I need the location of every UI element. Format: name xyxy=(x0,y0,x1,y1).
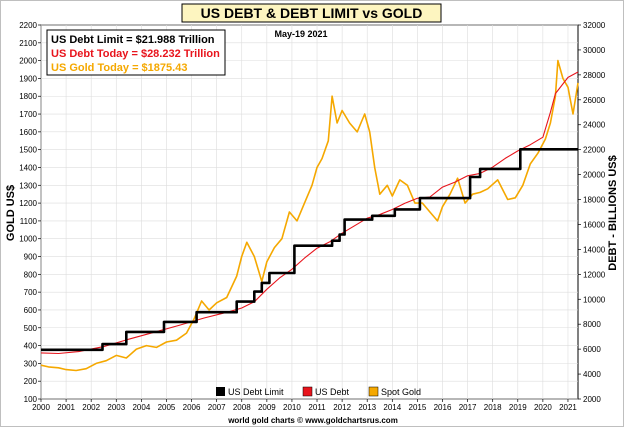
x-tick-label: 2014 xyxy=(383,403,401,412)
y-right-tick-label: 8000 xyxy=(583,320,601,329)
y-left-tick-label: 200 xyxy=(24,377,38,386)
debt-line xyxy=(40,71,579,355)
y-left-tick-label: 100 xyxy=(24,395,38,404)
info-gold-today: US Gold Today = $1875.43 xyxy=(51,62,187,74)
legend-label-debt: US Debt xyxy=(315,387,350,397)
y-axis-right-label: DEBT - BILLIONS US$ xyxy=(607,155,619,271)
y-left-tick-label: 1900 xyxy=(19,74,37,83)
y-right-tick-label: 6000 xyxy=(583,345,601,354)
x-tick-label: 2010 xyxy=(283,403,301,412)
y-right-tick-label: 18000 xyxy=(583,196,606,205)
x-tick-label: 2002 xyxy=(82,403,100,412)
x-tick-label: 2005 xyxy=(158,403,176,412)
legend-label-debt-limit: US Debt Limit xyxy=(228,387,284,397)
date-label: May-19 2021 xyxy=(274,29,327,39)
y-right-tick-label: 16000 xyxy=(583,220,606,229)
x-tick-label: 2016 xyxy=(434,403,452,412)
y-left-tick-label: 800 xyxy=(24,270,38,279)
y-right-tick-label: 20000 xyxy=(583,171,606,180)
x-tick-label: 2017 xyxy=(459,403,477,412)
y-left-tick-label: 1500 xyxy=(19,146,37,155)
x-tick-label: 2019 xyxy=(509,403,527,412)
y-left-tick-label: 1000 xyxy=(19,235,37,244)
y-left-tick-label: 1100 xyxy=(20,217,38,226)
info-box xyxy=(46,29,226,76)
series-layer xyxy=(40,59,579,372)
y-right-tick-label: 14000 xyxy=(583,245,606,254)
y-left-tick-label: 900 xyxy=(24,253,38,262)
y-left-tick-label: 400 xyxy=(24,342,38,351)
y-right-tick-label: 22000 xyxy=(583,146,606,155)
info-debt-today: US Debt Today = $28.232 Trillion xyxy=(51,48,220,60)
y-right-tick-label: 10000 xyxy=(583,295,606,304)
x-tick-label: 2020 xyxy=(534,403,552,412)
y-left-tick-label: 1200 xyxy=(19,199,37,208)
y-left-tick-label: 700 xyxy=(24,288,38,297)
y-right-tick-label: 26000 xyxy=(583,96,606,105)
x-tick-label: 2013 xyxy=(358,403,376,412)
debt-limit-line xyxy=(41,148,578,352)
legend-swatch-debt xyxy=(302,386,313,397)
y-right-tick-label: 28000 xyxy=(583,71,606,80)
x-tick-label: 2008 xyxy=(233,403,251,412)
y-left-tick-label: 1800 xyxy=(19,92,37,101)
y-left-tick-label: 1400 xyxy=(19,163,37,172)
x-tick-label: 2007 xyxy=(208,403,226,412)
y-axis-left-label: GOLD US$ xyxy=(5,185,17,241)
chart-title: US DEBT & DEBT LIMIT vs GOLD xyxy=(201,5,423,21)
y-right-tick-label: 30000 xyxy=(583,46,606,55)
y-right-tick-label: 12000 xyxy=(583,270,606,279)
info-debt-limit: US Debt Limit = $21.988 Trillion xyxy=(51,34,215,46)
title-box xyxy=(181,3,442,23)
y-right-tick-label: 24000 xyxy=(583,121,606,130)
x-tick-label: 2012 xyxy=(333,403,351,412)
y-left-tick-label: 1700 xyxy=(19,110,37,119)
y-left-tick-label: 2100 xyxy=(19,39,37,48)
y-left-tick-label: 1300 xyxy=(19,181,37,190)
x-tick-label: 2021 xyxy=(559,403,577,412)
x-tick-label: 2018 xyxy=(484,403,502,412)
legend-swatch-gold xyxy=(368,386,379,397)
gold-line xyxy=(40,59,579,372)
x-tick-label: 2001 xyxy=(57,403,75,412)
x-tick-label: 2004 xyxy=(132,403,150,412)
y-left-tick-label: 1600 xyxy=(19,128,37,137)
legend-label-gold: Spot Gold xyxy=(381,387,421,397)
x-tick-label: 2003 xyxy=(107,403,125,412)
y-left-tick-label: 500 xyxy=(24,324,38,333)
plot-area xyxy=(40,24,579,400)
x-tick-label: 2011 xyxy=(308,403,326,412)
y-left-tick-label: 600 xyxy=(24,306,38,315)
y-left-tick-label: 300 xyxy=(24,359,38,368)
x-tick-label: 2000 xyxy=(32,403,50,412)
y-left-tick-label: 2000 xyxy=(19,57,37,66)
axis-ticks: 2000 2001 2002 2003 2004 2005 2006 2007 2008 2009… xyxy=(19,21,606,412)
x-tick-label: 2015 xyxy=(409,403,427,412)
y-right-tick-label: 4000 xyxy=(583,370,601,379)
y-left-tick-label: 2200 xyxy=(19,21,37,30)
grid-lines xyxy=(40,24,578,400)
x-tick-label: 2006 xyxy=(183,403,201,412)
x-tick-label: 2009 xyxy=(258,403,276,412)
footer-credit: world gold charts © www.goldchartsrus.co… xyxy=(227,416,398,425)
y-right-tick-label: 2000 xyxy=(583,395,601,404)
y-right-tick-label: 32000 xyxy=(583,21,606,30)
legend-swatch-debt-limit xyxy=(216,387,225,396)
